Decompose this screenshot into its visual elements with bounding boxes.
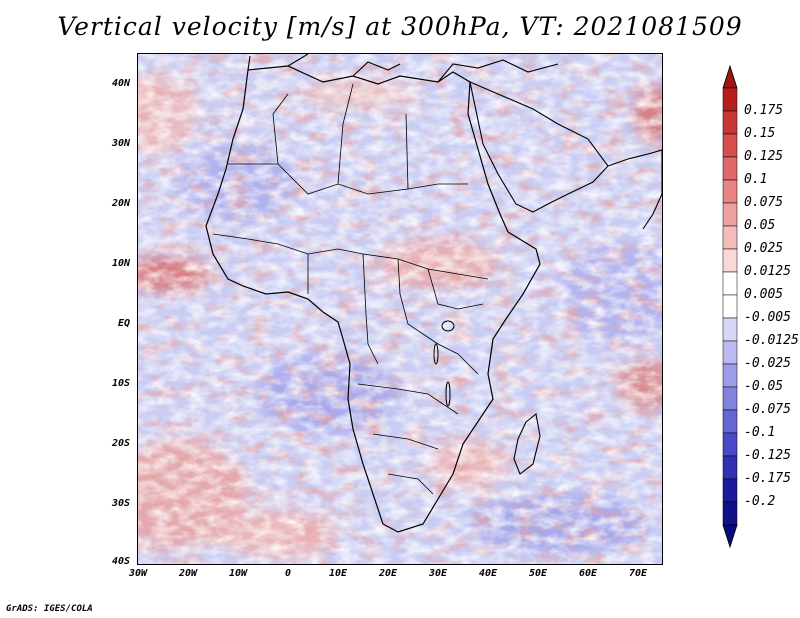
colorbar-tick-label: 0.05 bbox=[744, 218, 776, 233]
map-field-svg bbox=[138, 54, 662, 564]
lat-tick-30s: 30S bbox=[111, 498, 130, 509]
lon-tick-10w: 10W bbox=[228, 568, 248, 579]
lat-tick-10s: 10S bbox=[111, 378, 130, 389]
country-borders bbox=[212, 83, 489, 495]
colorbar-tick-label: -0.005 bbox=[744, 310, 791, 325]
colorbar-swatch bbox=[722, 478, 738, 503]
lon-tick-50e: 50E bbox=[528, 568, 548, 579]
colorbar-swatch bbox=[722, 294, 738, 319]
lon-tick-30w: 30W bbox=[128, 568, 148, 579]
arabia-outline bbox=[469, 81, 609, 213]
lat-tick-20n: 20N bbox=[111, 198, 130, 209]
lon-tick-20e: 20E bbox=[378, 568, 398, 579]
map-panel bbox=[137, 53, 663, 565]
colorbar-swatch bbox=[722, 133, 738, 158]
colorbar-swatch bbox=[722, 317, 738, 342]
colorbar-swatch bbox=[722, 179, 738, 204]
colorbar-tick-label: 0.075 bbox=[744, 195, 784, 210]
colorbar-tick-label: 0.005 bbox=[744, 287, 784, 302]
colorbar-tick-label: 0.1 bbox=[744, 172, 768, 187]
colorbar-tick-label: -0.1 bbox=[744, 425, 776, 440]
colorbar-swatch bbox=[722, 225, 738, 250]
colorbar-swatch bbox=[722, 455, 738, 480]
lon-tick-60e: 60E bbox=[578, 568, 598, 579]
colorbar-swatch bbox=[722, 386, 738, 411]
lat-tick-10n: 10N bbox=[111, 258, 130, 269]
lon-tick-70e: 70E bbox=[628, 568, 648, 579]
lon-tick-30e: 30E bbox=[428, 568, 448, 579]
lakes bbox=[433, 320, 455, 407]
chart-title: Vertical velocity [m/s] at 300hPa, VT: 2… bbox=[57, 12, 743, 41]
lat-tick-30n: 30N bbox=[111, 138, 130, 149]
colorbar-swatch bbox=[722, 363, 738, 388]
colorbar-tick-label: 0.025 bbox=[744, 241, 784, 256]
colorbar-bottom-arrow bbox=[722, 524, 738, 549]
colorbar-swatch bbox=[722, 87, 738, 112]
lon-tick-20w: 20W bbox=[178, 568, 198, 579]
colorbar-swatch bbox=[722, 409, 738, 434]
lat-tick-40s: 40S bbox=[111, 556, 130, 567]
colorbar-tick-label: -0.025 bbox=[744, 356, 791, 371]
africa-coastline bbox=[205, 65, 541, 533]
colorbar-swatch bbox=[722, 156, 738, 181]
colorbar-tick-label: -0.125 bbox=[744, 448, 791, 463]
colorbar-swatch bbox=[722, 501, 738, 526]
lon-tick-40e: 40E bbox=[478, 568, 498, 579]
colorbar-tick-label: -0.175 bbox=[744, 471, 791, 486]
europe-coast bbox=[247, 54, 559, 83]
colorbar-tick-label: 0.175 bbox=[744, 103, 784, 118]
lat-tick-eq: EQ bbox=[117, 318, 130, 329]
colorbar-tick-label: -0.0125 bbox=[744, 333, 799, 348]
lat-tick-40n: 40N bbox=[111, 78, 130, 89]
colorbar-tick-label: -0.075 bbox=[744, 402, 791, 417]
credit-text: GrADS: IGES/COLA bbox=[6, 604, 93, 614]
colorbar-tick-label: -0.2 bbox=[744, 494, 776, 509]
colorbar bbox=[722, 64, 738, 549]
india-outline bbox=[607, 149, 662, 230]
lon-tick-0: 0 bbox=[284, 568, 292, 579]
lon-tick-10e: 10E bbox=[328, 568, 348, 579]
colorbar-tick-label: 0.125 bbox=[744, 149, 784, 164]
colorbar-swatch bbox=[722, 248, 738, 273]
madagascar-outline bbox=[513, 412, 541, 475]
lat-tick-20s: 20S bbox=[111, 438, 130, 449]
colorbar-tick-label: 0.15 bbox=[744, 126, 776, 141]
colorbar-swatch bbox=[722, 340, 738, 365]
colorbar-swatch bbox=[722, 202, 738, 227]
colorbar-tick-label: -0.05 bbox=[744, 379, 784, 394]
colorbar-swatch bbox=[722, 110, 738, 135]
colorbar-swatch bbox=[722, 271, 738, 296]
colorbar-tick-label: 0.0125 bbox=[744, 264, 791, 279]
field-white-streaks bbox=[138, 54, 662, 564]
colorbar-top-arrow bbox=[722, 64, 738, 89]
colorbar-swatch bbox=[722, 432, 738, 457]
